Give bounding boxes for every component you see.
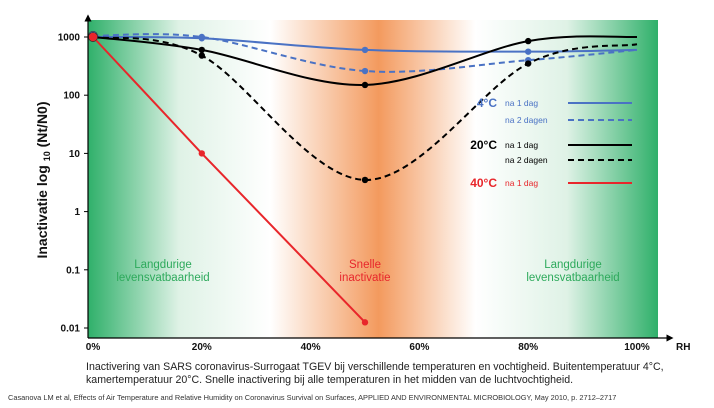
legend-entry-label: na 1 dag xyxy=(505,178,538,188)
y-tick-label: 1000 xyxy=(58,33,81,44)
y-axis-label-fraction: (Nt/N0) xyxy=(34,101,50,151)
x-tick-label: 20% xyxy=(192,342,212,353)
series-point xyxy=(525,60,532,67)
y-axis-label-main: Inactivatie log xyxy=(34,161,50,258)
chart: LangdurigelevensvatbaarheidSnelleinactiv… xyxy=(34,14,690,353)
series-point xyxy=(525,37,532,45)
zone-label-line1: Langdurige xyxy=(544,259,602,271)
axes: 0.01 0.1 1 10 100 1000 0% 20% 40% 60% 80% 100% RH Ina… xyxy=(34,14,690,353)
y-tick-label: 0.01 xyxy=(61,324,81,335)
series-point xyxy=(361,67,369,75)
zone-label-line2: levensvatbaarheid xyxy=(526,272,619,284)
x-tick-label: 40% xyxy=(301,342,321,353)
legend-group-label: 20°C xyxy=(470,138,497,152)
y-axis-label: Inactivatie log 10 (Nt/N0) xyxy=(34,101,52,258)
y-tick-label: 10 xyxy=(69,149,81,160)
zone-label-line2: levensvatbaarheid xyxy=(116,272,209,284)
chart-background xyxy=(88,20,658,338)
zone-label-line1: Snelle xyxy=(349,259,381,271)
series-point xyxy=(525,48,532,55)
x-tick-label: 80% xyxy=(518,342,538,353)
x-tick-label: 0% xyxy=(86,342,101,353)
series-point xyxy=(361,319,369,326)
legend-entry-label: na 2 dagen xyxy=(505,115,548,125)
source-citation: Casanova LM et al, Effects of Air Temper… xyxy=(8,393,617,402)
series-point xyxy=(198,33,205,41)
legend-group-label: 4°C xyxy=(477,96,497,110)
legend: 4°C na 1 dag na 2 dagen 20°C na 1 dag na 2 da… xyxy=(470,96,632,190)
zone-labels: LangdurigelevensvatbaarheidSnelleinactiv… xyxy=(116,259,619,284)
series-point xyxy=(198,150,205,157)
series-point xyxy=(198,52,205,59)
zone-label-line1: Langdurige xyxy=(134,259,192,271)
series-group xyxy=(88,30,638,326)
figure-caption: Inactivering van SARS coronavirus-Surrog… xyxy=(86,361,664,386)
x-axis-label: RH xyxy=(676,342,690,353)
zone-label-line2: inactivatie xyxy=(339,272,390,284)
y-axis-label-sub: 10 xyxy=(42,151,52,161)
legend-entry-label: na 1 dag xyxy=(505,140,538,150)
y-tick-label: 0.1 xyxy=(66,265,80,276)
series-point xyxy=(361,81,369,89)
x-tick-label: 60% xyxy=(409,342,429,353)
legend-entry-label: na 1 dag xyxy=(505,98,538,108)
legend-group-label: 40°C xyxy=(470,176,497,190)
y-tick-label: 1 xyxy=(74,207,80,218)
y-tick-label: 100 xyxy=(63,91,80,102)
legend-entry-label: na 2 dagen xyxy=(505,155,548,165)
series-point xyxy=(88,32,98,42)
series-point xyxy=(361,176,369,184)
x-tick-label: 100% xyxy=(624,342,650,353)
series-line xyxy=(92,36,638,181)
series-point xyxy=(198,46,205,54)
series-point xyxy=(361,46,369,54)
